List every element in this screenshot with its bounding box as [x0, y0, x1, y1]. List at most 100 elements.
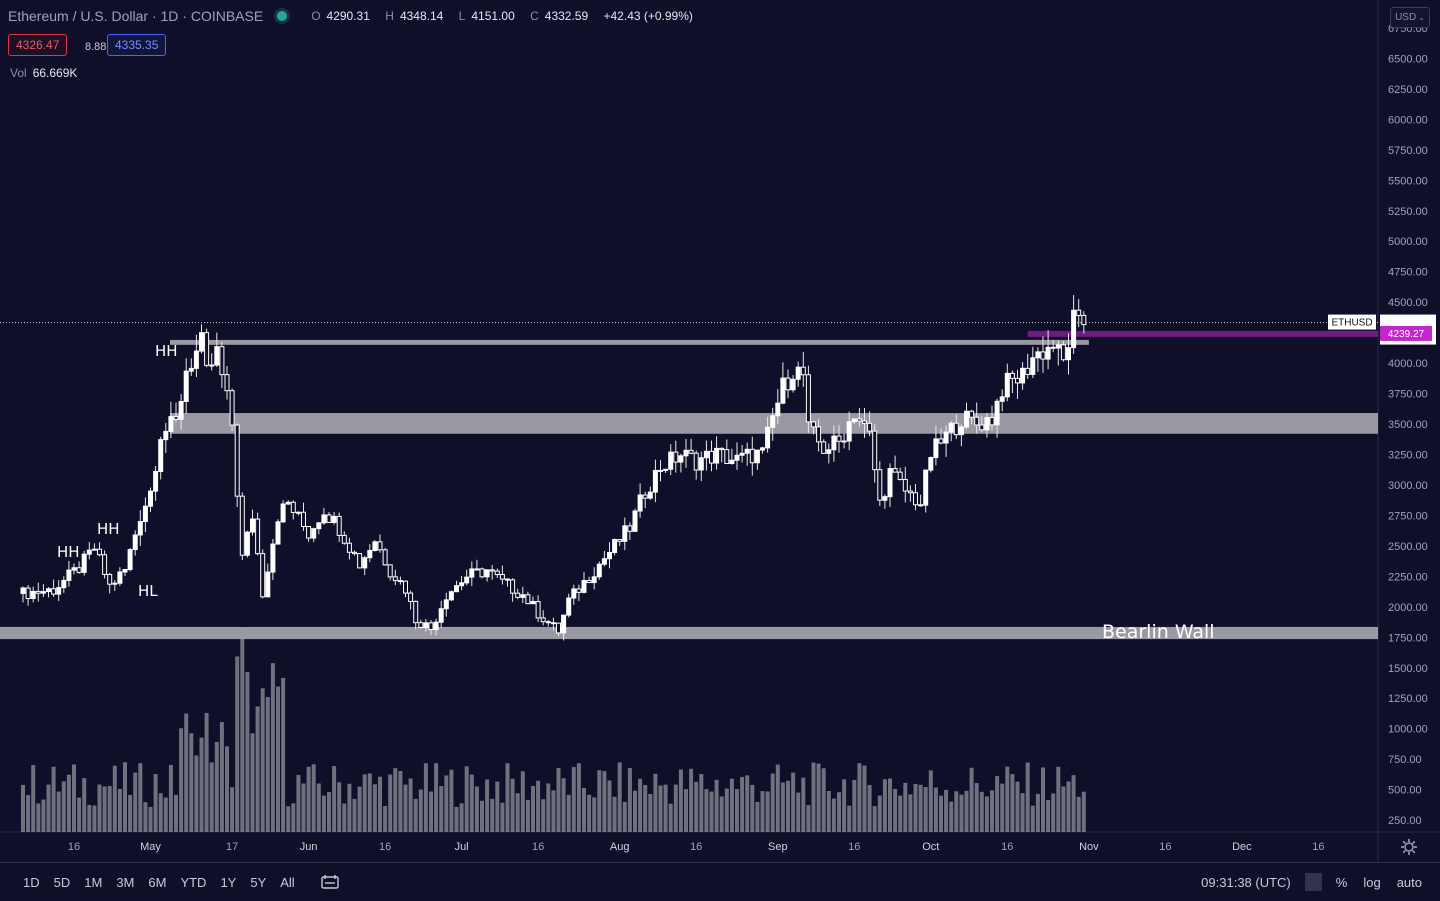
percent-scale-button[interactable]: % [1335, 874, 1348, 890]
volume-bar [454, 806, 459, 832]
settings-gear-icon[interactable] [1400, 838, 1418, 856]
symbol-title[interactable]: Ethereum / U.S. Dollar · 1D · COINBASE [8, 8, 264, 24]
volume-bar [719, 796, 724, 832]
sell-button[interactable]: 4326.47 [8, 34, 68, 56]
volume-bar [587, 794, 592, 832]
candle-down [239, 495, 245, 556]
candle-down [576, 588, 582, 593]
date-range-icon[interactable] [320, 874, 342, 890]
candle-up [612, 539, 618, 553]
price-chart[interactable]: 6750.006500.006250.006000.005750.005500.… [0, 0, 1440, 862]
y-tick-label: 3250.00 [1388, 449, 1428, 461]
volume-bar [199, 737, 204, 832]
volume-bar [995, 776, 1000, 832]
candle-down [403, 580, 408, 594]
candle-up [137, 521, 143, 536]
volume-bar [735, 789, 739, 832]
candle-down [816, 426, 822, 443]
candle-down [989, 417, 995, 426]
timeframe-5d[interactable]: 5D [53, 874, 71, 890]
candle-down [1025, 367, 1031, 375]
timeframe-5y[interactable]: 5Y [250, 874, 267, 890]
volume-bar [1005, 766, 1010, 832]
volume-bar [740, 776, 745, 832]
timeframe-6m[interactable]: 6M [148, 874, 167, 890]
candle-up [581, 580, 587, 593]
volume-bar [72, 764, 76, 832]
candle-down [821, 441, 827, 454]
candle-up [71, 567, 77, 571]
candle-up [958, 426, 964, 436]
candle-up [423, 622, 429, 628]
volume-bar [546, 783, 551, 832]
clock-time[interactable]: 09:31:38 (UTC) [1201, 874, 1291, 890]
y-tick-label: 6250.00 [1388, 84, 1428, 96]
y-tick-label: 4750.00 [1388, 267, 1428, 279]
timeframe-1d[interactable]: 1D [23, 874, 40, 890]
volume-bar [704, 789, 709, 832]
candle-down [627, 525, 633, 532]
volume-bar [709, 791, 714, 832]
timeframe-1m[interactable]: 1M [84, 874, 103, 890]
volume-bar [301, 783, 306, 832]
candle-up [199, 332, 204, 352]
volume-bar [480, 800, 484, 832]
candle-down [1060, 344, 1066, 361]
volume-bar [923, 786, 928, 832]
volume-bar [66, 774, 71, 832]
volume-bar [597, 770, 602, 832]
timeframe-3m[interactable]: 3M [116, 874, 135, 890]
candle-down [336, 515, 342, 536]
volume-bar [357, 786, 362, 832]
volume-bar [556, 767, 561, 832]
volume-bar [1000, 783, 1005, 832]
volume-value: 66.669K [32, 66, 78, 80]
volume-bar [882, 779, 887, 832]
candle-up [561, 614, 567, 634]
x-tick-label: 16 [532, 841, 544, 853]
candle-up [193, 350, 199, 369]
volume-bar [903, 782, 908, 832]
y-tick-label: 1750.00 [1388, 632, 1428, 644]
volume-bar [449, 769, 454, 832]
volume-bar [1030, 805, 1035, 832]
candle-down [673, 451, 679, 463]
candle-down [724, 449, 730, 465]
volume-bar [214, 742, 219, 832]
log-scale-button[interactable]: log [1363, 874, 1381, 890]
timeframe-ytd[interactable]: YTD [180, 874, 207, 890]
x-tick-label: 17 [226, 841, 238, 853]
volume-bar [21, 784, 25, 832]
buy-button[interactable]: 4335.35 [107, 34, 167, 56]
marked-price-tag-bg [1380, 325, 1432, 341]
timeframe-selector: 1D 5D 1M 3M 6M YTD 1Y 5Y All [16, 875, 302, 890]
volume-bar [796, 792, 801, 832]
volume-bar [311, 764, 316, 832]
volume-bar [765, 791, 770, 832]
candle-up [826, 449, 832, 454]
volume-bar [673, 784, 678, 832]
timeframe-1y[interactable]: 1Y [220, 874, 237, 890]
volume-bar [1056, 766, 1061, 832]
auto-scale-button[interactable]: auto [1396, 874, 1422, 890]
volume-bar [352, 799, 357, 832]
volume-bar [969, 767, 974, 832]
volume-bar [209, 762, 214, 832]
market-open-icon [277, 11, 288, 21]
volume-bar [82, 778, 87, 832]
volume-bar [551, 790, 556, 832]
candle-up [841, 440, 847, 443]
volume-bar [888, 778, 892, 832]
volume-bar [990, 790, 994, 832]
volume-bar [474, 786, 479, 832]
candle-up [148, 490, 153, 507]
currency-label: USD [1395, 12, 1417, 23]
y-tick-label: 3750.00 [1388, 389, 1428, 401]
volume-bar [862, 765, 867, 832]
currency-button[interactable]: USD ⌄ [1390, 7, 1430, 28]
candle-down [1076, 309, 1082, 316]
volume-bar [1066, 781, 1071, 832]
zone-label-bearlin-wall: Bearlin Wall [1102, 621, 1215, 643]
x-tick-label: 16 [690, 841, 702, 853]
timeframe-all[interactable]: All [280, 874, 295, 890]
